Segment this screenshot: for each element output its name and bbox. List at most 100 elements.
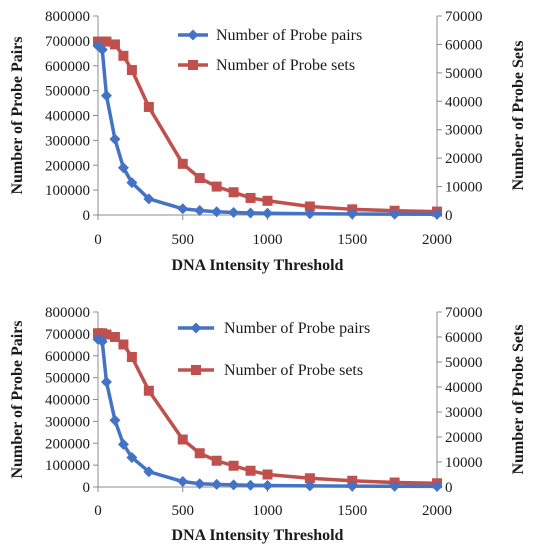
data-point <box>304 480 316 492</box>
y2-tick-label: 10000 <box>445 455 483 471</box>
data-point <box>245 192 256 203</box>
data-point <box>262 195 273 206</box>
y-tick-label: 300000 <box>45 133 90 149</box>
legend-entry: Number of Probe sets <box>178 362 363 379</box>
x-axis-title: DNA Intensity Threshold <box>172 527 344 544</box>
data-point <box>194 448 205 459</box>
y-tick-label: 100000 <box>45 458 90 474</box>
y2-tick-label: 20000 <box>445 430 483 446</box>
y2-axis-title: Number of Probe Sets <box>510 324 527 474</box>
data-point <box>211 181 222 192</box>
y-tick-label: 400000 <box>45 109 90 125</box>
y2-tick-label: 20000 <box>445 151 483 167</box>
legend-marker <box>187 29 199 41</box>
data-point <box>346 208 358 220</box>
chart-panel-1: 0100000200000300000400000500000600000700… <box>9 9 527 274</box>
x-tick-label: 1000 <box>253 232 283 248</box>
y-tick-label: 500000 <box>45 371 90 387</box>
data-point <box>143 466 155 478</box>
data-point <box>262 469 273 480</box>
data-point <box>211 455 222 466</box>
y2-axis-title: Number of Probe Sets <box>510 40 527 190</box>
legend-entry: Number of Probe sets <box>178 57 355 74</box>
y-tick-label: 600000 <box>45 59 90 75</box>
y-tick-label: 800000 <box>45 305 90 321</box>
series-probe-sets <box>93 328 442 489</box>
data-point <box>245 479 257 491</box>
data-point <box>100 376 112 388</box>
series-probe-pairs <box>92 40 443 220</box>
data-point <box>126 451 138 463</box>
data-point <box>101 36 112 47</box>
y2-tick-label: 70000 <box>445 305 483 321</box>
x-tick-label: 1500 <box>337 232 367 248</box>
legend-label: Number of Probe sets <box>216 57 355 74</box>
legend-marker <box>188 60 198 70</box>
y2-tick-label: 30000 <box>445 405 483 421</box>
data-point <box>228 207 240 219</box>
data-point <box>118 339 129 350</box>
legend: Number of Probe pairs Number of Probe set… <box>178 320 370 379</box>
x-tick-label: 1500 <box>337 503 367 519</box>
y-axis-title: Number of Probe Pairs <box>9 320 26 478</box>
data-point <box>117 438 129 450</box>
data-point <box>262 207 273 219</box>
data-point <box>100 90 112 102</box>
y-tick-label: 0 <box>83 480 91 496</box>
x-axis-title: DNA Intensity Threshold <box>172 257 344 274</box>
y-tick-label: 300000 <box>45 414 90 430</box>
legend-entry: Number of Probe pairs <box>178 27 362 44</box>
data-point <box>194 478 206 490</box>
data-point <box>228 460 239 471</box>
y-tick-label: 200000 <box>45 158 90 174</box>
data-point <box>431 208 443 220</box>
y-tick-label: 700000 <box>45 34 90 50</box>
data-point <box>117 162 129 174</box>
data-point <box>126 177 138 189</box>
y2-tick-label: 30000 <box>445 123 483 139</box>
data-point <box>304 201 315 212</box>
y2-tick-label: 50000 <box>445 66 483 82</box>
y-tick-label: 800000 <box>45 9 90 25</box>
y-tick-label: 700000 <box>45 327 90 343</box>
data-point <box>177 476 189 488</box>
data-point <box>389 480 401 492</box>
legend-marker <box>190 322 202 334</box>
data-point <box>228 479 240 491</box>
data-point <box>304 473 315 484</box>
legend-label: Number of Probe pairs <box>224 320 370 337</box>
chart-panel-2: 0100000200000300000400000500000600000700… <box>9 305 527 544</box>
y-tick-label: 400000 <box>45 393 90 409</box>
x-tick-label: 500 <box>172 503 195 519</box>
data-point <box>194 205 206 217</box>
data-point <box>109 133 121 145</box>
y-tick-label: 100000 <box>45 183 90 199</box>
y2-tick-label: 40000 <box>445 380 483 396</box>
data-point <box>194 173 205 184</box>
data-point <box>96 336 108 348</box>
data-point <box>304 208 316 220</box>
data-point <box>211 206 223 218</box>
data-point <box>245 465 256 476</box>
data-point <box>96 44 108 56</box>
series-probe-pairs <box>92 333 443 492</box>
data-point <box>143 193 155 205</box>
x-tick-label: 500 <box>172 232 195 248</box>
x-tick-label: 2000 <box>422 232 452 248</box>
data-point <box>245 207 257 219</box>
data-point <box>262 479 273 491</box>
legend-label: Number of Probe sets <box>224 362 363 379</box>
y2-tick-label: 40000 <box>445 94 483 110</box>
y2-tick-label: 70000 <box>445 9 483 25</box>
data-point <box>118 50 129 61</box>
legend-label: Number of Probe pairs <box>216 27 362 44</box>
data-point <box>109 39 120 50</box>
data-point <box>177 203 189 215</box>
x-tick-label: 2000 <box>422 503 452 519</box>
y2-tick-label: 50000 <box>445 355 483 371</box>
x-tick-label: 0 <box>94 503 102 519</box>
y2-tick-label: 0 <box>445 480 453 496</box>
y-tick-label: 200000 <box>45 436 90 452</box>
data-point <box>431 480 443 492</box>
